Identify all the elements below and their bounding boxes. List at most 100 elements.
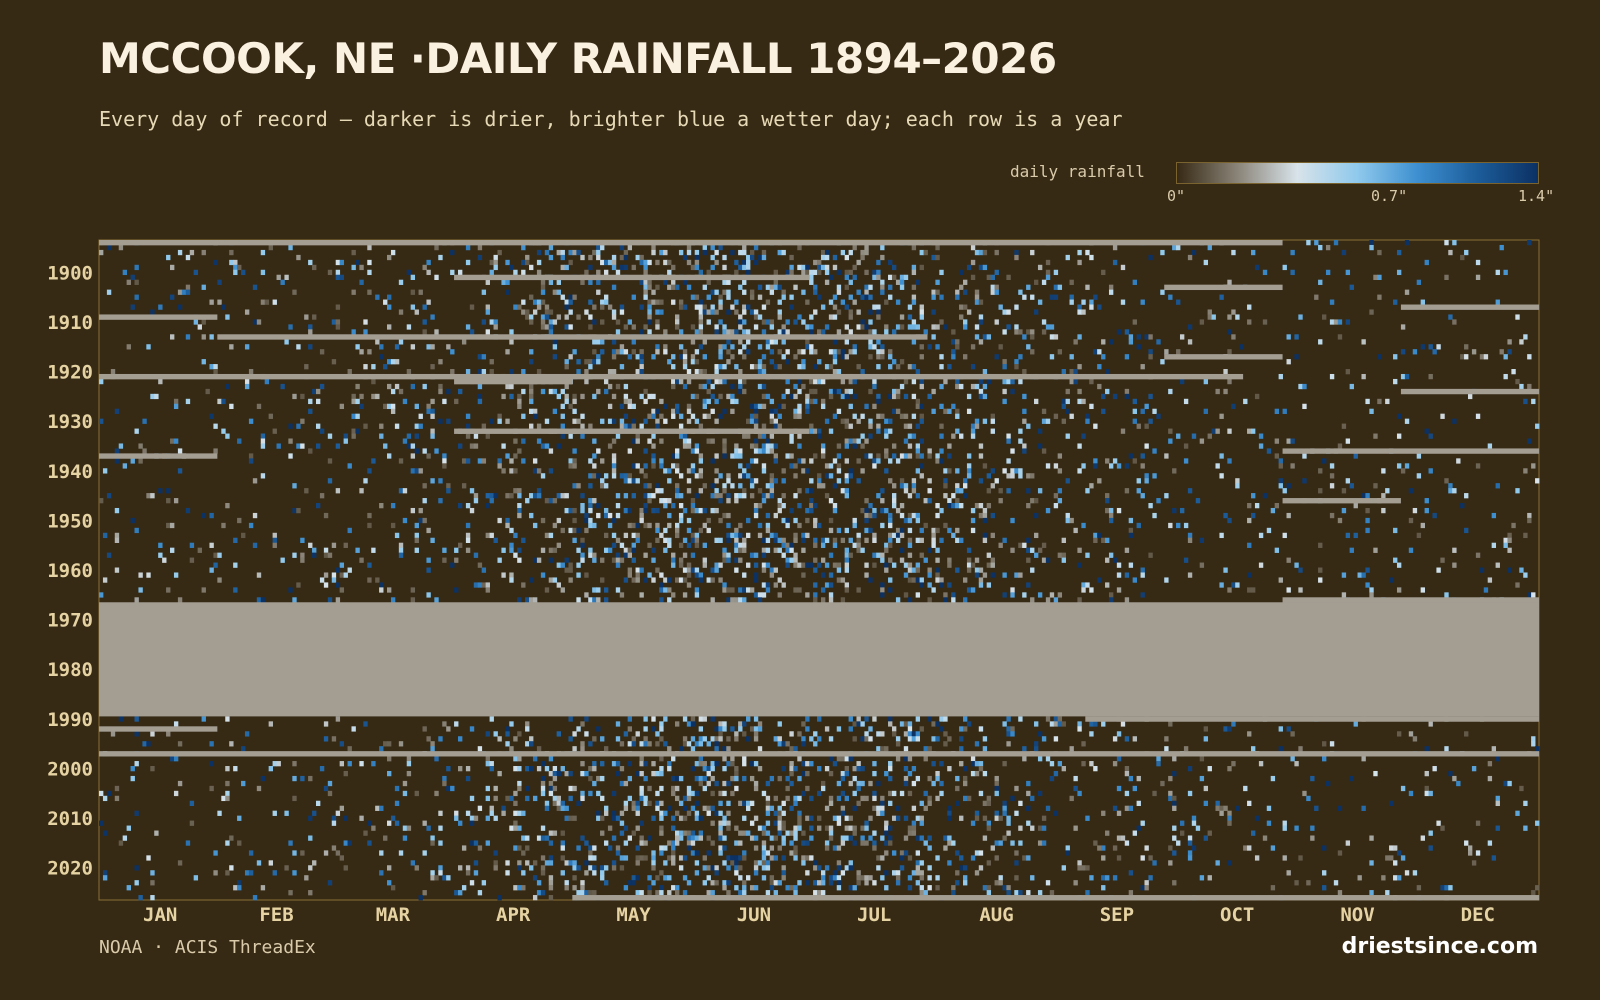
day-cell	[564, 299, 569, 305]
day-cell	[990, 512, 995, 519]
day-cell	[296, 507, 301, 514]
day-cell	[323, 721, 329, 727]
day-cell	[891, 532, 897, 539]
day-cell	[600, 870, 605, 876]
day-cell	[102, 870, 108, 876]
day-cell	[678, 378, 684, 385]
day-cell	[477, 254, 483, 261]
day-cell	[1097, 349, 1102, 355]
day-cell	[742, 547, 747, 553]
day-cell	[351, 726, 356, 732]
day-cell	[789, 746, 794, 752]
day-cell	[868, 726, 873, 732]
day-cell	[789, 830, 794, 836]
day-cell	[505, 795, 510, 802]
day-cell	[513, 453, 518, 459]
day-cell	[742, 378, 747, 385]
day-cell	[387, 453, 392, 459]
day-cell	[852, 766, 857, 772]
day-cell	[765, 483, 771, 489]
day-cell	[1503, 780, 1508, 787]
day-cell	[710, 880, 715, 886]
day-cell	[647, 522, 652, 529]
day-cell	[710, 304, 715, 310]
day-cell	[1448, 488, 1453, 494]
day-cell	[1124, 597, 1130, 603]
day-cell	[643, 493, 648, 499]
day-cell	[742, 488, 747, 494]
day-cell	[517, 398, 522, 405]
day-cell	[781, 766, 786, 772]
day-cell	[1349, 547, 1354, 553]
day-cell	[785, 795, 790, 802]
day-cell	[899, 383, 905, 390]
day-cell	[761, 790, 767, 797]
day-cell	[1428, 830, 1433, 836]
day-cell	[836, 388, 842, 395]
day-cell	[134, 279, 139, 285]
day-cell	[856, 478, 861, 484]
day-cell	[753, 845, 759, 851]
day-cell	[714, 726, 719, 732]
day-cell	[592, 304, 597, 310]
day-cell	[193, 319, 199, 325]
day-cell	[738, 493, 743, 499]
day-cell	[513, 825, 518, 831]
day-cell	[572, 463, 577, 469]
day-cell	[891, 408, 897, 414]
day-cell	[824, 418, 830, 424]
day-cell	[1148, 875, 1153, 881]
day-cell	[315, 423, 321, 429]
day-cell	[777, 364, 782, 370]
day-cell	[943, 378, 948, 385]
day-cell	[627, 398, 633, 405]
day-cell	[548, 756, 554, 762]
day-cell	[651, 726, 656, 732]
day-cell	[659, 587, 664, 593]
day-cell	[876, 364, 881, 370]
day-cell	[726, 339, 731, 345]
day-cell	[363, 478, 368, 484]
day-cell	[651, 815, 656, 821]
day-cell	[387, 294, 392, 300]
day-cell	[651, 577, 656, 583]
day-cell	[544, 249, 550, 256]
day-cell	[312, 810, 317, 816]
day-cell	[276, 443, 281, 449]
day-cell	[868, 815, 873, 821]
day-cell	[465, 433, 471, 439]
day-cell	[943, 468, 948, 474]
day-cell	[1136, 825, 1141, 831]
day-cell	[757, 359, 763, 365]
day-cell	[536, 259, 542, 266]
day-cell	[970, 344, 976, 350]
day-cell	[596, 587, 601, 593]
day-cell	[1306, 240, 1311, 246]
day-cell	[643, 448, 648, 454]
day-cell	[935, 512, 940, 519]
day-cell	[603, 865, 609, 871]
day-cell	[895, 507, 901, 514]
day-cell	[718, 577, 723, 583]
day-cell	[970, 383, 976, 390]
day-cell	[544, 418, 550, 424]
day-cell	[288, 324, 293, 330]
day-cell	[769, 835, 775, 841]
day-cell	[485, 329, 490, 335]
day-cell	[1002, 537, 1007, 543]
day-cell	[895, 324, 901, 330]
day-cell	[761, 845, 767, 851]
day-cell	[229, 259, 234, 266]
day-cell	[556, 279, 561, 285]
day-cell	[840, 299, 846, 305]
day-cell	[1282, 408, 1287, 414]
day-cell	[966, 408, 972, 414]
day-cell	[931, 761, 936, 767]
day-cell	[891, 453, 897, 459]
day-cell	[832, 388, 838, 395]
day-cell	[639, 304, 644, 310]
day-cell	[927, 800, 932, 807]
day-cell	[761, 592, 767, 598]
day-cell	[592, 870, 597, 876]
day-cell	[1105, 369, 1110, 375]
